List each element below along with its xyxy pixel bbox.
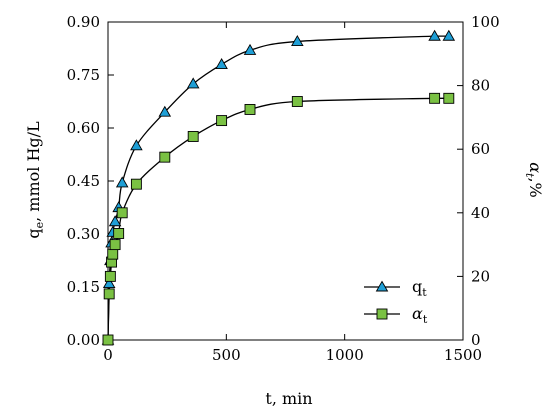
x-axis-label: t, min: [265, 389, 312, 408]
at-point: [291, 96, 303, 107]
qt-point: [215, 57, 228, 69]
legend-label-qt: qt: [412, 277, 427, 299]
at-point: [102, 334, 114, 346]
qt-point: [130, 139, 143, 151]
at-point: [443, 92, 455, 104]
at-point: [109, 239, 121, 251]
y-left-tick-label: 0.45: [67, 172, 100, 190]
at-point: [130, 178, 142, 190]
x-tick-label: 0: [103, 346, 113, 364]
qt-point: [158, 105, 172, 117]
data-markers: [101, 29, 456, 346]
y-right-tick-label: 0: [471, 331, 481, 349]
at-point: [159, 151, 171, 163]
fit-curve-at: [107, 97, 451, 341]
y-left-tick-label: 0.90: [67, 13, 100, 31]
qt-point: [115, 176, 129, 188]
fit-curve-qt: [107, 35, 451, 341]
y-left-tick-label: 0.30: [67, 225, 100, 243]
y-right-tick-label: 60: [471, 140, 490, 158]
x-tick-label: 1000: [326, 346, 364, 364]
qt-point: [108, 215, 122, 227]
qt-point: [186, 77, 200, 89]
legend: qt αt: [364, 277, 428, 326]
y-right-axis-label: αt,%: [523, 162, 545, 198]
y-left-axis-label: qe, mmol Hg/L: [24, 121, 46, 239]
at-point: [116, 207, 128, 219]
at-point: [113, 228, 125, 239]
at-point: [187, 131, 199, 142]
y-right-tick-label: 100: [471, 13, 500, 31]
axes: 0 500 1000 15000.000.150.300.450.600.750.90…: [67, 13, 500, 364]
qt-point: [243, 43, 257, 55]
y-left-tick-label: 0.60: [67, 119, 100, 137]
at-point: [244, 103, 256, 115]
y-left-tick-label: 0.75: [67, 66, 100, 84]
at-point: [103, 288, 115, 300]
y-right-tick-label: 80: [471, 77, 490, 95]
x-tick-label: 1500: [444, 346, 482, 364]
qt-point: [428, 29, 441, 41]
at-point: [107, 248, 119, 260]
legend-label-at: αt: [412, 304, 428, 326]
x-tick-label: 500: [212, 346, 241, 364]
at-point: [429, 92, 441, 104]
y-left-tick-label: 0.15: [67, 278, 100, 296]
at-point: [104, 270, 116, 282]
y-right-tick-label: 40: [471, 204, 490, 222]
qt-point: [102, 277, 116, 289]
qt-point: [442, 29, 456, 41]
legend-marker-at: [376, 308, 388, 320]
plot-frame: [107, 21, 464, 341]
y-right-tick-label: 20: [471, 267, 490, 285]
fit-curves: [107, 35, 451, 341]
legend-marker-qt: [375, 280, 389, 292]
y-left-tick-label: 0.00: [67, 331, 100, 349]
qt-point: [291, 35, 304, 47]
at-point: [216, 115, 228, 127]
